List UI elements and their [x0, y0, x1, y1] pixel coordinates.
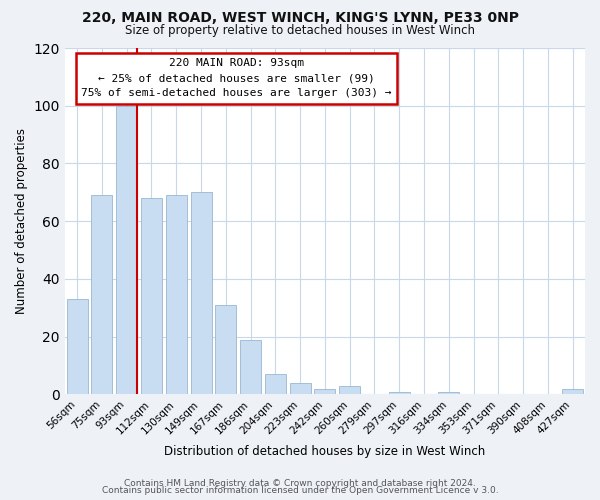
- Bar: [91, 195, 112, 394]
- Bar: [141, 198, 162, 394]
- Bar: [166, 195, 187, 394]
- Text: 220 MAIN ROAD: 93sqm
← 25% of detached houses are smaller (99)
75% of semi-detac: 220 MAIN ROAD: 93sqm ← 25% of detached h…: [81, 58, 392, 98]
- Text: Contains public sector information licensed under the Open Government Licence v : Contains public sector information licen…: [101, 486, 499, 495]
- Bar: [339, 386, 360, 394]
- Y-axis label: Number of detached properties: Number of detached properties: [15, 128, 28, 314]
- Text: 220, MAIN ROAD, WEST WINCH, KING'S LYNN, PE33 0NP: 220, MAIN ROAD, WEST WINCH, KING'S LYNN,…: [82, 11, 518, 25]
- Bar: [314, 388, 335, 394]
- Bar: [215, 305, 236, 394]
- Bar: [116, 106, 137, 395]
- Bar: [562, 388, 583, 394]
- Bar: [240, 340, 261, 394]
- Bar: [290, 383, 311, 394]
- Bar: [67, 299, 88, 394]
- Text: Contains HM Land Registry data © Crown copyright and database right 2024.: Contains HM Land Registry data © Crown c…: [124, 478, 476, 488]
- Text: Size of property relative to detached houses in West Winch: Size of property relative to detached ho…: [125, 24, 475, 37]
- Bar: [389, 392, 410, 394]
- Bar: [191, 192, 212, 394]
- X-axis label: Distribution of detached houses by size in West Winch: Distribution of detached houses by size …: [164, 444, 485, 458]
- Bar: [265, 374, 286, 394]
- Bar: [438, 392, 459, 394]
